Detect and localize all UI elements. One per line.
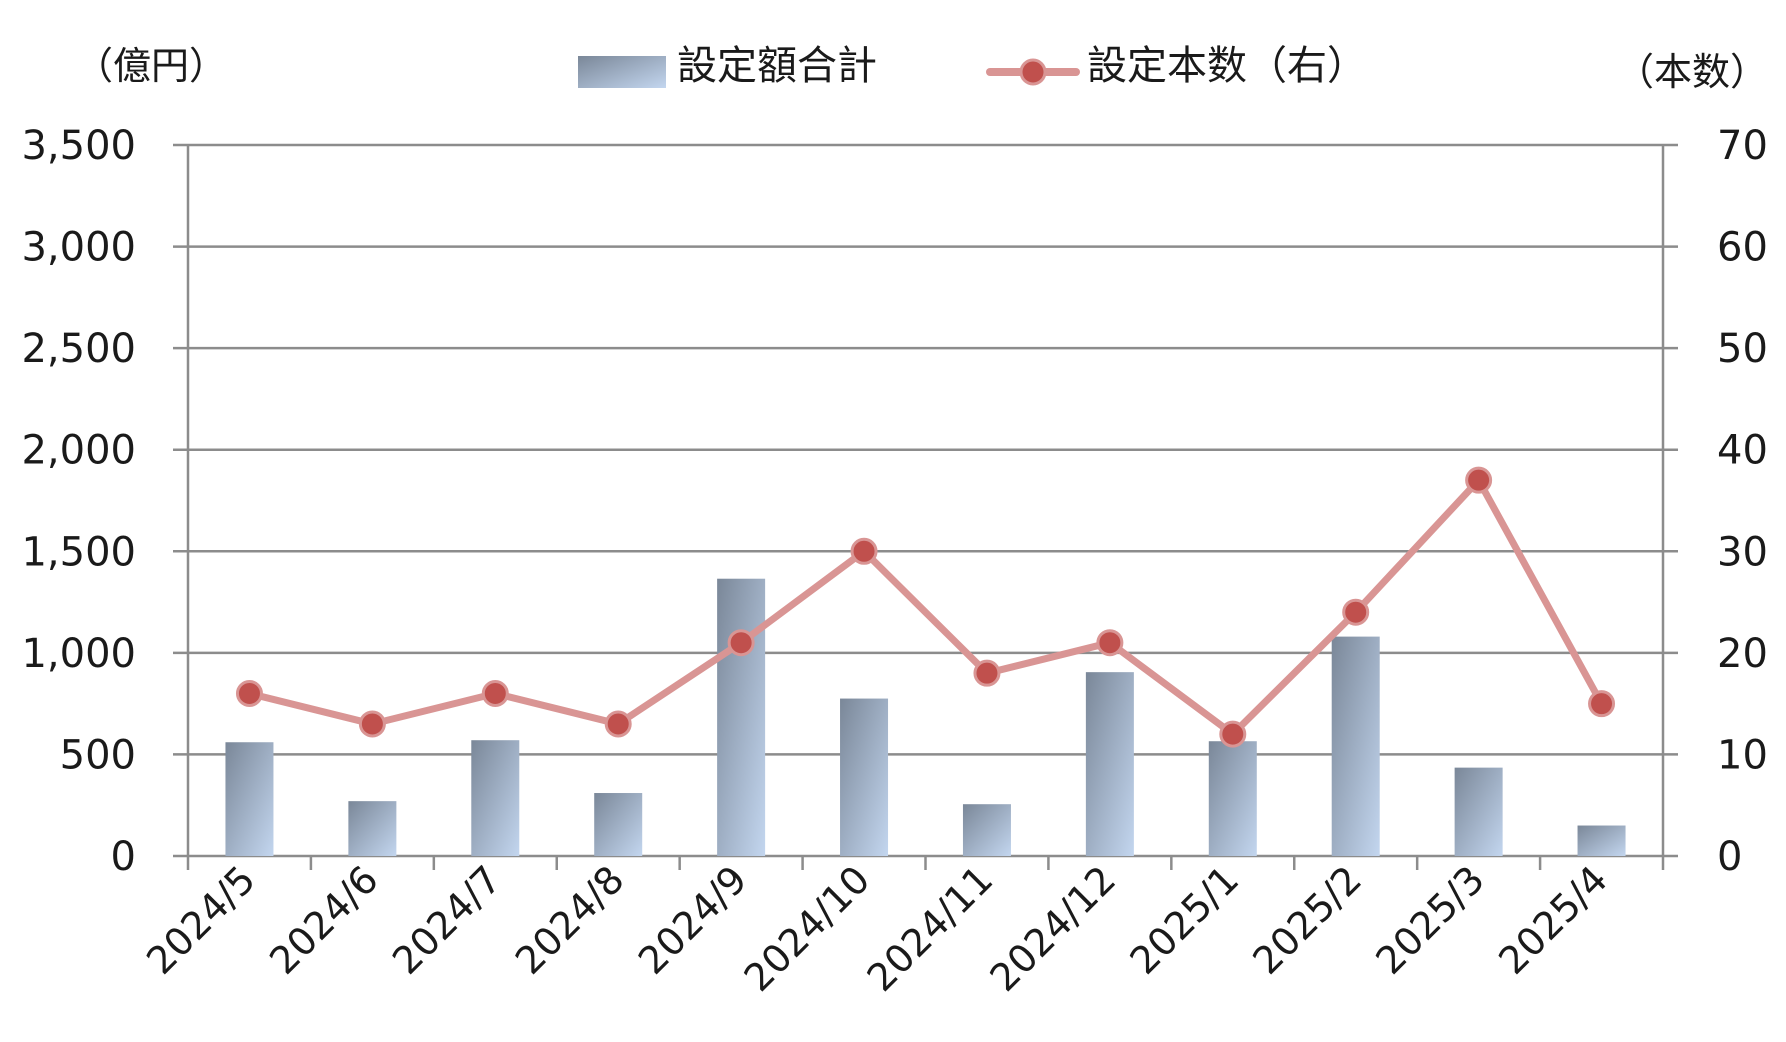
- right-axis-tick-label: 50: [1717, 326, 1768, 372]
- line-point: [235, 679, 263, 707]
- bar: [962, 804, 1011, 856]
- left-axis-tick-label: 500: [60, 732, 136, 778]
- bar: [1454, 767, 1503, 856]
- line-point: [727, 629, 755, 657]
- bar: [1208, 741, 1257, 856]
- x-axis-category-label: 2024/7: [384, 857, 510, 983]
- x-axis-category-label: 2025/2: [1244, 857, 1370, 983]
- left-axis-tick-label: 3,000: [21, 225, 136, 271]
- bar: [225, 742, 274, 856]
- left-axis-tick-label: 2,500: [21, 326, 136, 372]
- legend: 設定額合計 設定本数（右）: [578, 43, 1367, 89]
- right-axis-ticks: 0 10 20 30 40 50 60 70: [1717, 123, 1768, 880]
- line-point: [1096, 629, 1124, 657]
- left-axis-tick-label: 3,500: [21, 123, 136, 169]
- bar: [1085, 672, 1134, 856]
- x-axis-category-label: 2024/12: [981, 857, 1124, 1000]
- x-axis-category-label: 2025/4: [1490, 857, 1616, 983]
- bar: [840, 698, 889, 856]
- x-axis-category-label: 2025/1: [1122, 857, 1248, 983]
- line-point: [973, 659, 1001, 687]
- x-axis-labels: 2024/52024/62024/72024/82024/92024/10202…: [138, 857, 1616, 1000]
- line-point: [1219, 720, 1247, 748]
- left-axis-tick-label: 1,500: [21, 529, 136, 575]
- x-axis-category-label: 2024/8: [507, 857, 633, 983]
- left-axis-tick-label: 1,000: [21, 631, 136, 677]
- line-point: [1465, 466, 1493, 494]
- legend-bar-swatch: [578, 56, 666, 88]
- x-axis-category-label: 2024/9: [630, 857, 756, 983]
- line-point: [481, 679, 509, 707]
- x-axis-category-label: 2024/6: [261, 857, 387, 983]
- right-axis-tick-label: 20: [1717, 631, 1768, 677]
- series-line: [245, 476, 1606, 738]
- right-axis-tick-label: 40: [1717, 428, 1768, 474]
- line-point: [1588, 690, 1616, 718]
- bar-series: [225, 578, 1626, 856]
- x-axis-category-label: 2025/3: [1367, 857, 1493, 983]
- line-point: [358, 710, 386, 738]
- line-point: [850, 537, 878, 565]
- legend-line-marker: [1019, 58, 1047, 86]
- legend-bar-label: 設定額合計: [677, 43, 877, 89]
- line-series: [235, 466, 1616, 748]
- right-axis-tick-label: 30: [1717, 529, 1768, 575]
- left-axis-tick-label: 2,000: [21, 428, 136, 474]
- x-axis-category-label: 2024/11: [859, 857, 1002, 1000]
- bar: [471, 740, 520, 856]
- right-axis-tick-label: 0: [1717, 834, 1742, 880]
- line-point: [604, 710, 632, 738]
- right-axis-unit-label: （本数）: [1616, 50, 1768, 94]
- right-axis-tick-label: 60: [1717, 225, 1768, 271]
- gridlines: [173, 143, 1678, 858]
- left-axis-tick-label: 0: [111, 834, 136, 880]
- bar: [1331, 636, 1380, 856]
- bar: [348, 801, 397, 856]
- left-axis-unit-label: （億円）: [75, 44, 227, 88]
- right-axis-tick-label: 10: [1717, 732, 1768, 778]
- right-axis-tick-label: 70: [1717, 123, 1768, 169]
- x-axis-category-label: 2024/5: [138, 857, 264, 983]
- axes: [186, 145, 1665, 870]
- x-axis-category-label: 2024/10: [736, 857, 879, 1000]
- line-point: [1342, 598, 1370, 626]
- legend-line-label: 設定本数（右）: [1087, 43, 1367, 89]
- bar: [594, 793, 643, 856]
- left-axis-ticks: 0 500 1,000 1,500 2,000 2,500 3,000 3,500: [21, 123, 136, 880]
- bar: [717, 578, 766, 856]
- bar: [1577, 825, 1626, 856]
